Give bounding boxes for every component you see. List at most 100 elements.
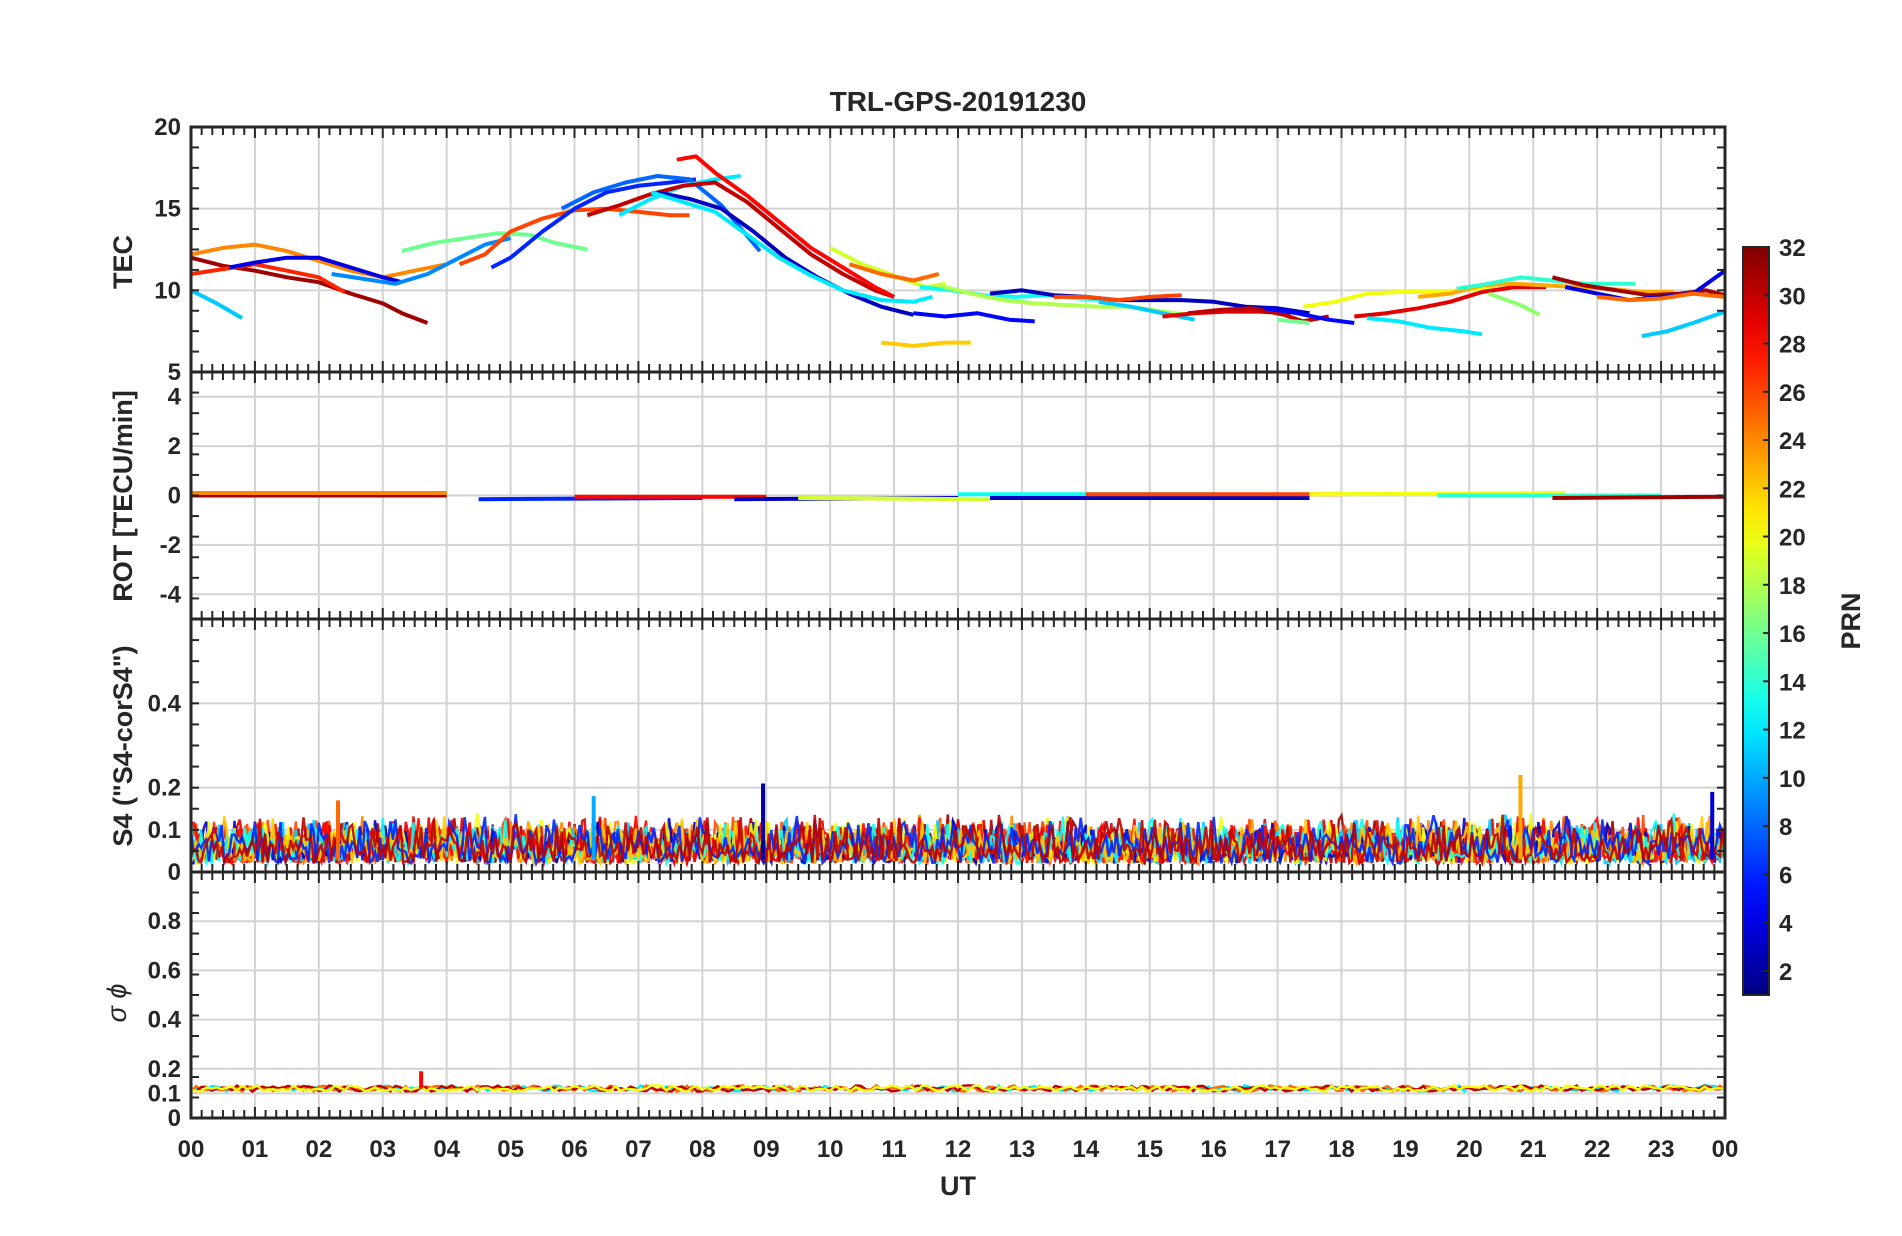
tec-series-line — [676, 154, 896, 299]
s4-y-tick-label: 0.2 — [148, 775, 181, 802]
colorbar-tick-label: 16 — [1779, 621, 1806, 648]
rot-series-line — [798, 496, 991, 502]
colorbar-tick-label: 26 — [1779, 380, 1806, 407]
sigma-phi-y-tick-label: 0.1 — [148, 1080, 181, 1107]
s4-axis-label: S4 ("S4-corS4") — [108, 645, 138, 846]
colorbar-tick-label: 32 — [1779, 235, 1806, 262]
x-tick-label: 00 — [178, 1136, 205, 1163]
colorbar-tick-label: 10 — [1779, 766, 1806, 793]
colorbar-tick-label: 18 — [1779, 573, 1806, 600]
x-tick-label: 11 — [881, 1136, 906, 1163]
tec-series-line — [1354, 285, 1546, 319]
tec-series-line — [1187, 306, 1330, 324]
tec-series-line — [1641, 309, 1726, 339]
x-tick-label: 13 — [1009, 1136, 1036, 1163]
tec-series-line — [586, 180, 895, 299]
s4-y-tick-label: 0 — [168, 859, 181, 886]
sigma-phi-y-tick-label: 0.4 — [148, 1007, 182, 1034]
tec-series-line — [190, 262, 346, 294]
tec-series-line — [1366, 316, 1483, 337]
colorbar-tick-label: 22 — [1779, 476, 1806, 503]
colorbar-tick-label: 12 — [1779, 718, 1806, 745]
sigma-phi-y-tick-label: 0.2 — [148, 1056, 181, 1083]
s4-series-line — [189, 815, 1727, 868]
colorbar-tick-label: 14 — [1779, 669, 1806, 696]
rot-y-tick-label: 0 — [168, 483, 181, 510]
x-tick-label: 22 — [1584, 1136, 1611, 1163]
tec-series-line — [401, 231, 588, 254]
tec-series-line — [331, 236, 512, 286]
tec-series-line — [657, 190, 914, 317]
x-tick-label: 07 — [625, 1136, 652, 1163]
tec-series-line — [190, 288, 244, 320]
tec-series-line — [190, 242, 448, 280]
tec-series-line — [1487, 291, 1541, 317]
tec-series-line — [490, 177, 697, 270]
x-tick-label: 01 — [242, 1136, 269, 1163]
tec-series-line — [560, 174, 762, 253]
x-tick-label: 05 — [497, 1136, 524, 1163]
tec-axis-label: TEC — [108, 235, 138, 289]
rot-series-line — [1552, 494, 1726, 500]
tec-y-tick-label: 5 — [168, 359, 181, 386]
x-tick-label: 20 — [1456, 1136, 1483, 1163]
colorbar-tick-label: 20 — [1779, 525, 1806, 552]
x-tick-label: 00 — [1712, 1136, 1739, 1163]
tec-y-tick-label: 20 — [154, 114, 181, 141]
x-tick-label: 04 — [433, 1136, 460, 1163]
rot-y-tick-label: -4 — [160, 581, 182, 608]
tec-series-line — [1277, 317, 1310, 325]
frame-layer — [189, 125, 1727, 1120]
s4-y-tick-label: 0.1 — [148, 817, 181, 844]
sigma-phi-series-line — [190, 1084, 1726, 1093]
colorbar — [1742, 246, 1770, 996]
tec-series-line — [1053, 293, 1182, 303]
sigma-phi-y-tick-label: 0.6 — [148, 957, 181, 984]
tec-series-line — [848, 262, 940, 283]
x-tick-label: 09 — [753, 1136, 780, 1163]
x-tick-label: 19 — [1392, 1136, 1419, 1163]
x-tick-label: 23 — [1648, 1136, 1675, 1163]
x-tick-label: 06 — [561, 1136, 588, 1163]
x-tick-label: 10 — [817, 1136, 844, 1163]
x-tick-label: 08 — [689, 1136, 716, 1163]
rot-y-tick-label: 2 — [168, 433, 181, 460]
x-tick-label: 17 — [1264, 1136, 1291, 1163]
x-axis-label: UT — [940, 1171, 976, 1201]
tec-series-line — [1551, 275, 1726, 298]
tec-series-line — [913, 311, 1035, 324]
colorbar-tick-label: 6 — [1779, 862, 1792, 889]
colorbar-tick-label: 30 — [1779, 283, 1806, 310]
tec-series-line — [228, 255, 403, 285]
rot-series-line — [1309, 491, 1566, 497]
colorbar-tick-label: 28 — [1779, 332, 1806, 359]
x-tick-label: 14 — [1072, 1136, 1099, 1163]
colorbar-tick-label: 24 — [1779, 428, 1806, 455]
s4-y-tick-label: 0.4 — [148, 690, 182, 717]
x-tick-label: 15 — [1136, 1136, 1163, 1163]
sigma-phi-y-tick-label: 0 — [168, 1105, 181, 1132]
data-layer — [189, 154, 1727, 1094]
rot-axis-label: ROT [TECU/min] — [108, 390, 138, 601]
colorbar-tick-label: 8 — [1779, 814, 1792, 841]
x-tick-label: 16 — [1200, 1136, 1227, 1163]
s4-series-line — [189, 814, 1727, 868]
sigma-phi-axis-label: σ ϕ — [102, 984, 132, 1023]
tec-series-line — [881, 340, 971, 348]
colorbar-tick-label: 4 — [1779, 911, 1793, 938]
x-tick-label: 12 — [945, 1136, 972, 1163]
tec-series-line — [1098, 299, 1195, 322]
tec-series-line — [1264, 306, 1355, 325]
colorbar-tick-label: 2 — [1779, 959, 1792, 986]
x-tick-label-layer: 00 01 02 03 04 05 06 07 08 09 10 11 12 13 14 15 16 17 18 19… — [178, 1136, 1739, 1163]
tec-series-line — [1597, 291, 1726, 303]
sigma-phi-y-tick-label: 0.8 — [148, 908, 181, 935]
rot-y-tick-label: 4 — [168, 384, 182, 411]
tec-y-tick-label: 10 — [154, 277, 181, 304]
x-tick-label: 03 — [369, 1136, 396, 1163]
tec-series-line — [650, 190, 933, 304]
colorbar-label: PRN — [1836, 592, 1866, 649]
